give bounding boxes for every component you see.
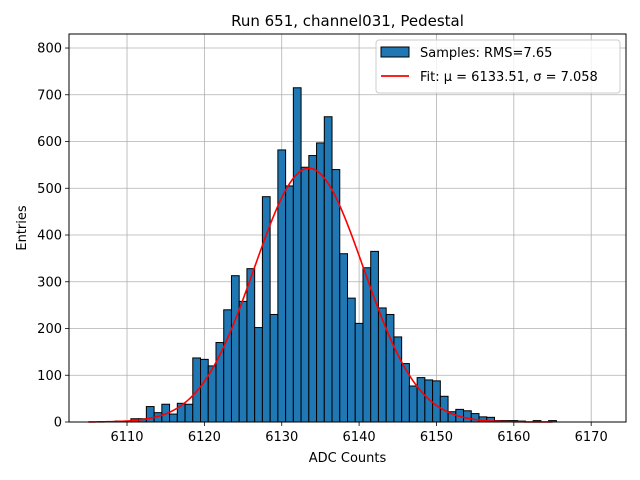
legend: Samples: RMS=7.65 Fit: μ = 6133.51, σ = …	[375, 39, 621, 94]
y-tick-label: 200	[37, 322, 62, 337]
x-tick-label: 6150	[420, 430, 453, 445]
y-tick-label: 700	[37, 88, 62, 103]
histogram-bar	[223, 309, 232, 423]
histogram-bar	[246, 268, 256, 423]
histogram-bar	[463, 410, 472, 423]
histogram-bar	[145, 406, 155, 423]
histogram-bar	[362, 267, 372, 423]
x-tick-label: 6130	[265, 430, 298, 445]
y-tick-label: 300	[37, 275, 62, 290]
histogram-bar	[323, 116, 333, 423]
histogram-bar	[408, 385, 418, 423]
histogram-bar	[292, 87, 302, 423]
histogram-bar	[347, 297, 356, 423]
y-tick-label: 800	[37, 42, 62, 57]
histogram-bar	[230, 275, 240, 423]
histogram-bar	[269, 313, 279, 423]
legend-box	[375, 39, 621, 94]
histogram-bar	[339, 253, 348, 423]
histogram-bar	[254, 327, 263, 423]
histogram-bar	[261, 196, 271, 423]
histogram-bar	[169, 413, 178, 423]
legend-label-samples: Samples: RMS=7.65	[420, 46, 552, 61]
chart-title: Run 651, channel031, Pedestal	[231, 12, 464, 30]
y-tick-label: 500	[37, 182, 62, 197]
histogram-bar	[432, 380, 441, 423]
fit-curve-group	[88, 167, 553, 423]
fit-curve	[88, 167, 553, 423]
y-tick-label: 0	[54, 416, 62, 431]
histogram-bar	[300, 166, 310, 423]
histogram-bar	[316, 142, 325, 423]
histogram-bar	[331, 169, 341, 423]
y-tick-label: 100	[37, 369, 62, 384]
x-tick-label: 6110	[110, 430, 143, 445]
histogram-bar	[416, 377, 426, 423]
axis-ticks: 6110 6120 6130 6140 6150 6160 6170 0 100 200 300 40…	[37, 42, 608, 445]
plot-frame	[68, 33, 627, 423]
histogram-bar	[184, 403, 194, 423]
histogram-bars	[114, 87, 557, 423]
legend-bar-swatch	[380, 46, 410, 58]
x-tick-label: 6160	[497, 430, 530, 445]
y-tick-label: 400	[37, 229, 62, 244]
x-axis-title: ADC Counts	[309, 451, 387, 466]
histogram-bar	[192, 357, 202, 423]
histogram-bar	[354, 322, 364, 423]
y-tick-label: 600	[37, 135, 62, 150]
x-tick-label: 6120	[188, 430, 221, 445]
histogram-bar	[470, 413, 480, 423]
histogram-bar	[370, 250, 379, 423]
x-tick-label: 6170	[575, 430, 608, 445]
histogram-bar	[238, 300, 248, 423]
histogram-bar	[200, 358, 209, 423]
histogram-bar	[285, 185, 294, 423]
legend-label-fit: Fit: μ = 6133.51, σ = 7.058	[420, 70, 598, 85]
y-axis-title: Entries	[15, 205, 30, 251]
histogram-bar	[308, 155, 318, 423]
x-tick-label: 6140	[343, 430, 376, 445]
